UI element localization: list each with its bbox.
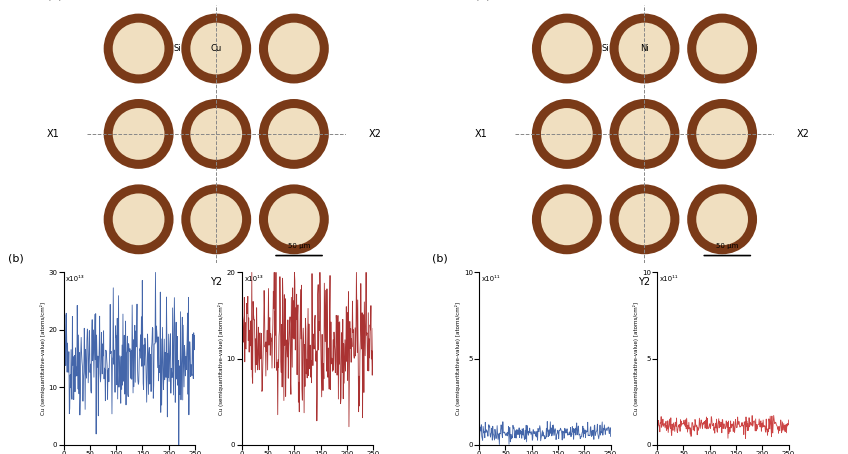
Circle shape: [610, 14, 679, 84]
Circle shape: [618, 193, 671, 245]
Text: X2: X2: [797, 129, 810, 139]
Circle shape: [181, 14, 251, 84]
Circle shape: [268, 108, 320, 160]
Text: x10¹³: x10¹³: [244, 276, 263, 282]
Circle shape: [532, 184, 602, 254]
Circle shape: [190, 193, 243, 245]
Circle shape: [181, 184, 251, 254]
Circle shape: [610, 99, 679, 169]
Circle shape: [103, 99, 174, 169]
Circle shape: [181, 99, 251, 169]
Circle shape: [610, 184, 679, 254]
Y-axis label: Cu (semiquantitative-value) [atoms/cm²]: Cu (semiquantitative-value) [atoms/cm²]: [455, 302, 461, 415]
Circle shape: [618, 108, 671, 160]
Circle shape: [687, 99, 757, 169]
Circle shape: [696, 108, 748, 160]
Text: Y2: Y2: [639, 277, 650, 287]
Y-axis label: Cu (semiquantitative-value) [atoms/cm²]: Cu (semiquantitative-value) [atoms/cm²]: [218, 302, 224, 415]
Y-axis label: Cu (semiquantitative-value) [atoms/cm²]: Cu (semiquantitative-value) [atoms/cm²]: [633, 302, 639, 415]
Circle shape: [113, 108, 165, 160]
Text: 50 µm: 50 µm: [287, 243, 310, 249]
Text: (b): (b): [432, 253, 449, 263]
Circle shape: [268, 193, 320, 245]
Circle shape: [190, 108, 243, 160]
Circle shape: [113, 193, 165, 245]
Text: Cu: Cu: [210, 44, 222, 53]
Circle shape: [541, 193, 593, 245]
Text: Y2: Y2: [210, 277, 222, 287]
Circle shape: [696, 23, 748, 74]
Circle shape: [687, 184, 757, 254]
Y-axis label: Cu (semiquantitative-value) [atoms/cm²]: Cu (semiquantitative-value) [atoms/cm²]: [40, 302, 46, 415]
Circle shape: [103, 184, 174, 254]
Text: x10¹¹: x10¹¹: [482, 276, 500, 282]
Circle shape: [532, 14, 602, 84]
Text: Ni: Ni: [640, 44, 649, 53]
Text: Si: Si: [174, 44, 181, 53]
Circle shape: [259, 14, 329, 84]
Text: (b): (b): [8, 253, 25, 263]
Text: 50 µm: 50 µm: [716, 243, 739, 249]
Text: X2: X2: [369, 129, 382, 139]
Text: Si: Si: [602, 44, 610, 53]
Text: x10¹¹: x10¹¹: [660, 276, 678, 282]
Text: x10¹³: x10¹³: [66, 276, 85, 282]
Circle shape: [696, 193, 748, 245]
Text: X1: X1: [47, 129, 59, 139]
Circle shape: [541, 108, 593, 160]
Circle shape: [618, 23, 671, 74]
Text: X1: X1: [475, 129, 488, 139]
Circle shape: [532, 99, 602, 169]
Circle shape: [259, 184, 329, 254]
Circle shape: [687, 14, 757, 84]
Circle shape: [103, 14, 174, 84]
Circle shape: [190, 23, 243, 74]
Circle shape: [259, 99, 329, 169]
Circle shape: [113, 23, 165, 74]
Circle shape: [541, 23, 593, 74]
Circle shape: [268, 23, 320, 74]
